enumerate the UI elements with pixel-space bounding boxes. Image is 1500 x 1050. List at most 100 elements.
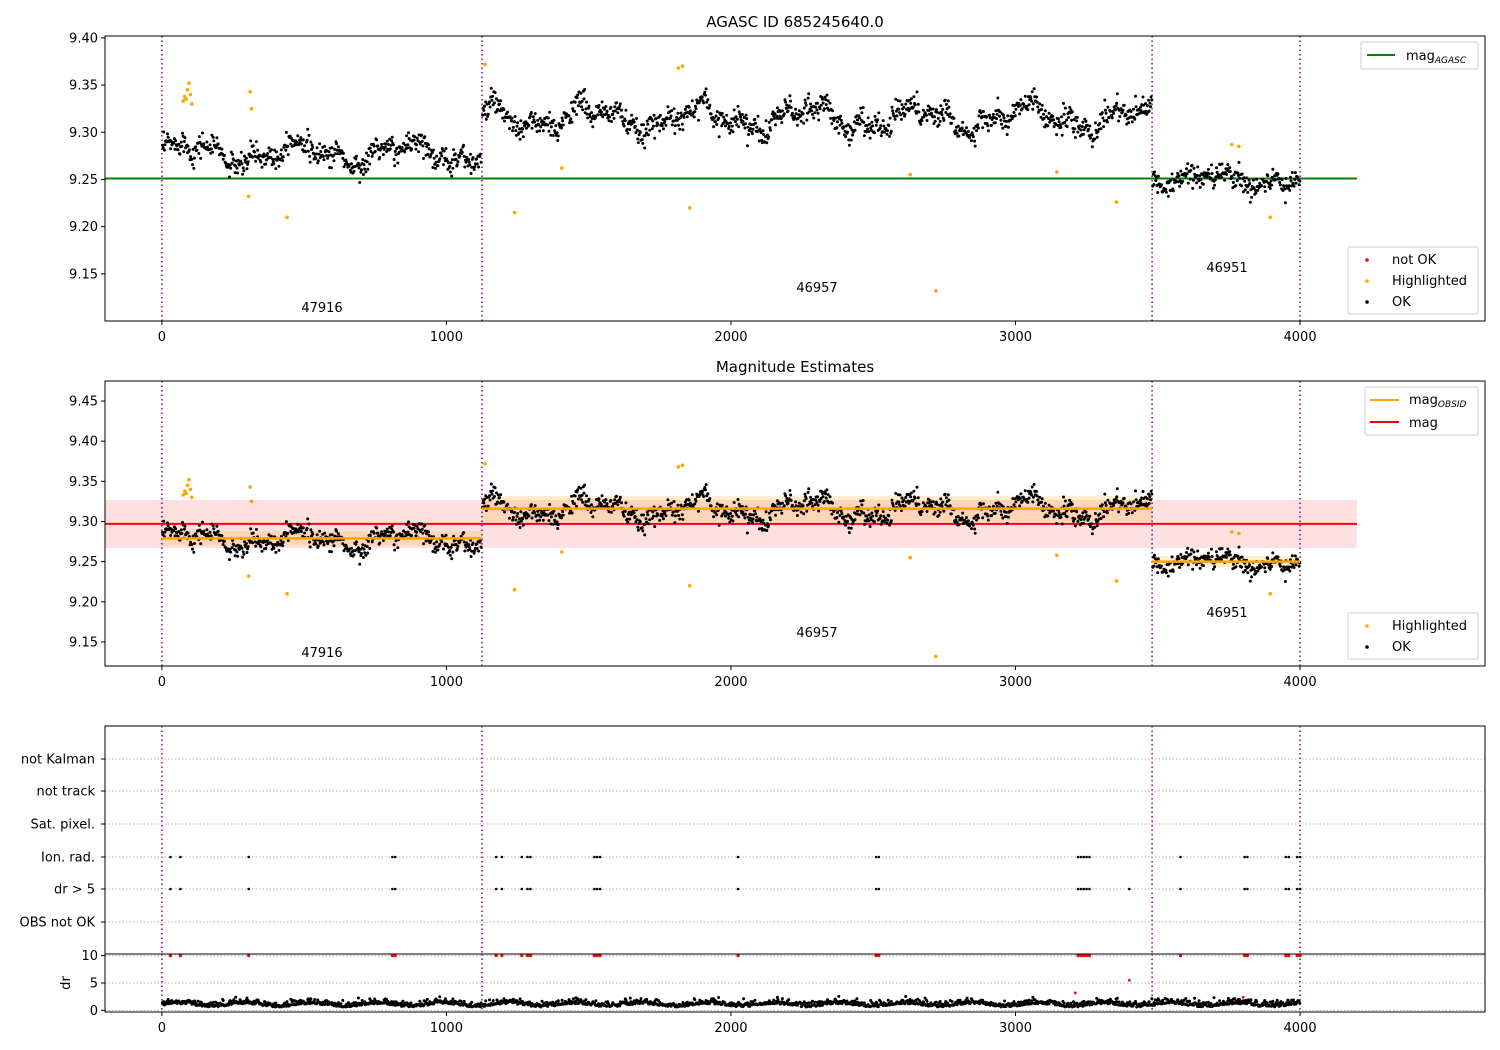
ok-point bbox=[576, 488, 580, 492]
ok-point bbox=[1164, 568, 1168, 572]
ok-point bbox=[995, 504, 999, 508]
dr-point bbox=[285, 1000, 289, 1004]
ok-point bbox=[809, 495, 813, 499]
dr-point bbox=[491, 999, 495, 1003]
ok-point bbox=[779, 117, 783, 121]
dr-point bbox=[518, 997, 522, 1001]
ok-point bbox=[1115, 101, 1119, 105]
ok-point bbox=[254, 527, 258, 531]
ok-point bbox=[858, 513, 862, 517]
ok-point bbox=[834, 116, 838, 120]
ok-point bbox=[506, 502, 510, 506]
ok-point bbox=[1082, 132, 1085, 136]
ok-point bbox=[1241, 190, 1245, 194]
highlighted-point bbox=[246, 574, 251, 578]
ok-point bbox=[767, 523, 771, 527]
ok-point bbox=[618, 498, 622, 501]
ok-point bbox=[245, 551, 249, 554]
ok-point bbox=[201, 520, 204, 524]
ok-point bbox=[632, 511, 636, 515]
highlighted-point bbox=[512, 210, 517, 215]
ok-point bbox=[856, 509, 859, 513]
ok-point bbox=[842, 125, 846, 129]
ok-point bbox=[245, 167, 249, 171]
dr-point bbox=[488, 998, 491, 1002]
ok-point bbox=[911, 105, 915, 109]
ok-point bbox=[693, 104, 697, 108]
ok-point bbox=[822, 107, 826, 111]
ok-point bbox=[864, 130, 868, 134]
ok-point bbox=[455, 547, 459, 551]
ok-point bbox=[670, 501, 674, 505]
ok-point bbox=[1076, 130, 1080, 134]
ok-point bbox=[814, 498, 818, 502]
ok-point bbox=[1093, 512, 1097, 515]
ok-point bbox=[222, 539, 226, 543]
ok-point bbox=[1068, 498, 1072, 502]
ok-point bbox=[537, 123, 541, 127]
ok-point bbox=[1021, 102, 1025, 106]
ok-point bbox=[644, 517, 648, 521]
panel-agasc-title: AGASC ID 685245640.0 bbox=[706, 13, 884, 31]
ok-point bbox=[166, 521, 169, 525]
highlighted-point bbox=[248, 485, 252, 489]
flag-event-point bbox=[179, 887, 182, 891]
ok-point bbox=[794, 500, 798, 504]
ok-point bbox=[1195, 181, 1198, 185]
ok-point bbox=[516, 512, 520, 515]
ok-point bbox=[381, 539, 385, 542]
ok-point bbox=[1006, 114, 1010, 118]
ok-point bbox=[209, 147, 213, 151]
ok-point bbox=[535, 130, 539, 134]
ok-point bbox=[775, 114, 779, 118]
ok-point bbox=[584, 107, 588, 111]
ok-point bbox=[911, 498, 915, 502]
ok-point bbox=[368, 162, 372, 166]
ok-point bbox=[309, 528, 313, 532]
ok-point bbox=[874, 123, 878, 127]
flag-event-point bbox=[595, 855, 599, 859]
ok-point bbox=[333, 147, 337, 151]
ok-point bbox=[246, 160, 250, 164]
ok-point bbox=[199, 542, 203, 546]
ok-point bbox=[201, 131, 204, 135]
ok-point bbox=[1006, 515, 1010, 519]
ok-point bbox=[1290, 171, 1294, 174]
ok-point bbox=[180, 532, 184, 535]
ok-point bbox=[496, 107, 500, 111]
ok-point bbox=[1196, 165, 1200, 169]
highlighted-point bbox=[246, 194, 251, 199]
flag-event-point bbox=[1079, 887, 1083, 891]
highlighted-point bbox=[285, 215, 289, 219]
ok-point bbox=[690, 493, 694, 497]
ok-point bbox=[1159, 564, 1163, 568]
ok-point bbox=[851, 522, 854, 526]
ok-point bbox=[647, 133, 650, 137]
ok-point bbox=[912, 489, 916, 493]
ok-point bbox=[390, 139, 394, 143]
ok-point bbox=[888, 116, 892, 120]
ok-point bbox=[879, 134, 883, 138]
ok-point bbox=[767, 120, 771, 124]
ok-point bbox=[1112, 503, 1116, 507]
ok-point bbox=[264, 547, 268, 550]
ok-point bbox=[1288, 175, 1292, 179]
ok-point bbox=[871, 514, 875, 518]
ok-point bbox=[1164, 187, 1168, 191]
ok-point bbox=[303, 531, 307, 535]
ok-point bbox=[871, 124, 875, 128]
ok-point bbox=[889, 129, 893, 133]
ok-point bbox=[1148, 495, 1152, 499]
ok-point bbox=[687, 498, 691, 502]
ok-point bbox=[332, 544, 336, 548]
ok-point bbox=[1059, 125, 1063, 129]
ok-point bbox=[603, 500, 607, 504]
ok-point bbox=[1156, 191, 1160, 194]
ok-point bbox=[575, 96, 579, 100]
ok-point bbox=[1075, 119, 1079, 123]
ok-point bbox=[556, 139, 560, 142]
ok-point bbox=[714, 114, 718, 118]
ok-point bbox=[209, 534, 213, 538]
ok-point bbox=[462, 531, 466, 535]
ok-point bbox=[814, 105, 818, 109]
